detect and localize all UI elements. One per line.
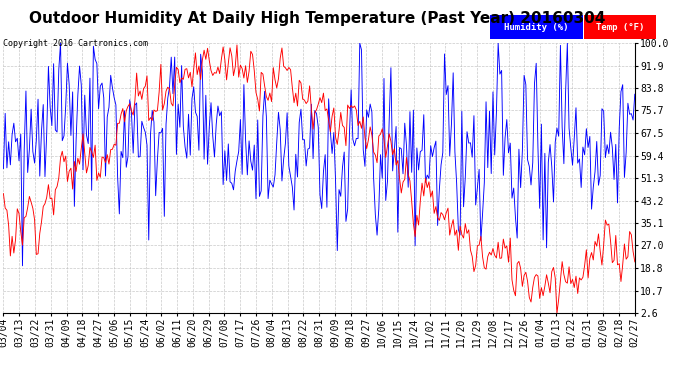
Text: Humidity (%): Humidity (%): [504, 22, 569, 32]
Text: Outdoor Humidity At Daily High Temperature (Past Year) 20160304: Outdoor Humidity At Daily High Temperatu…: [29, 11, 606, 26]
Text: Copyright 2016 Cartronics.com: Copyright 2016 Cartronics.com: [3, 39, 148, 48]
Text: Temp (°F): Temp (°F): [595, 22, 644, 32]
